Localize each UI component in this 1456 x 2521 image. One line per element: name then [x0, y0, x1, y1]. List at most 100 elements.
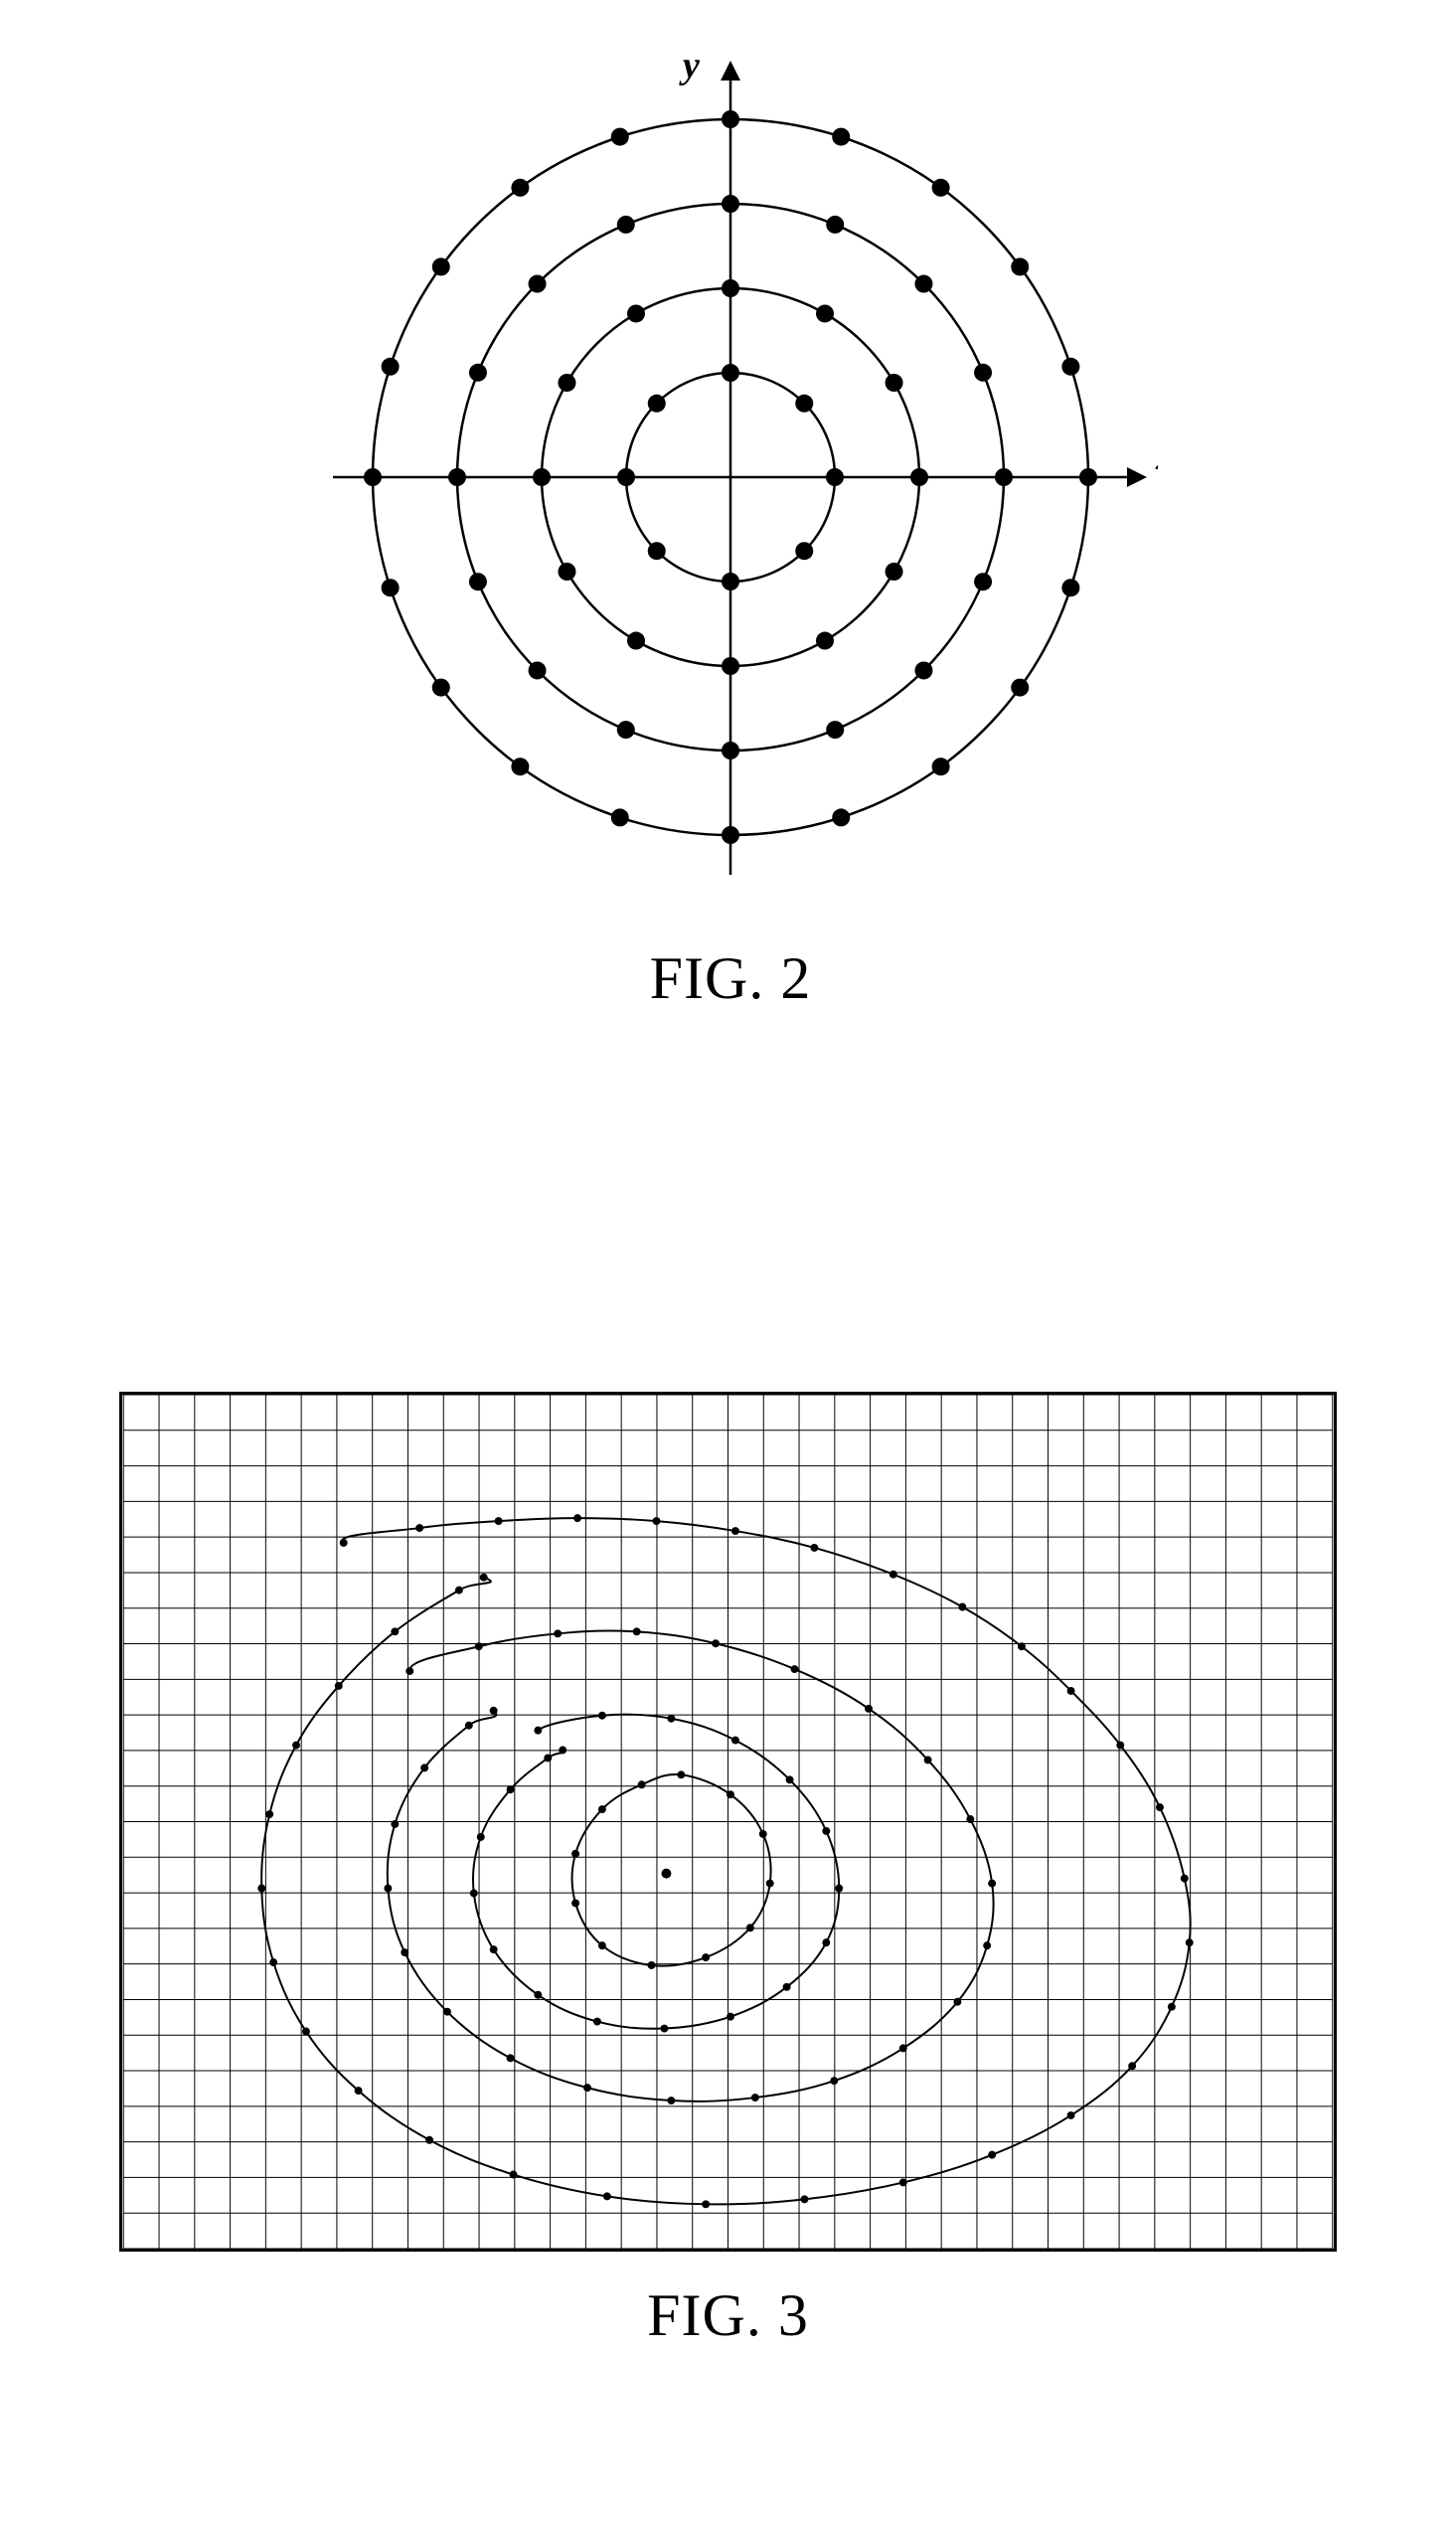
- contour-0-dot: [1186, 1938, 1194, 1946]
- ring-0-dot: [648, 395, 666, 413]
- contour-0-dot: [958, 1603, 966, 1611]
- ring-2-dot: [529, 275, 547, 293]
- contour-0-dot: [302, 2028, 310, 2036]
- contour-0-dot: [335, 1682, 343, 1690]
- contour-3: [571, 1774, 770, 1966]
- contour-3-dot: [759, 1830, 767, 1838]
- contour-3-dot: [766, 1880, 774, 1888]
- ring-2-dot: [617, 721, 635, 739]
- contour-0-dot: [1128, 2062, 1136, 2070]
- contour-0-dot: [1181, 1875, 1189, 1883]
- ring-0-dot: [617, 468, 635, 486]
- ring-3-dot: [832, 128, 850, 146]
- contour-2-dot: [786, 1775, 794, 1783]
- contour-3-dot: [727, 1790, 734, 1798]
- contour-1-dot: [988, 1880, 996, 1888]
- y-axis-label: y: [679, 50, 700, 86]
- contour-0-dot: [391, 1627, 399, 1635]
- ring-3-dot: [382, 358, 400, 376]
- contour-1-dot: [465, 1722, 473, 1730]
- contour-0-dot: [988, 2151, 996, 2159]
- contour-0-dot: [573, 1514, 581, 1522]
- contour-0-dot: [495, 1517, 503, 1525]
- ring-2-dot: [448, 468, 466, 486]
- ring-1-dot: [533, 468, 551, 486]
- contour-1-dot: [712, 1639, 720, 1647]
- contour-3-dot: [598, 1941, 606, 1949]
- figure-3-caption: FIG. 3: [119, 2281, 1337, 2350]
- contour-0-dot: [1116, 1742, 1124, 1750]
- contour-0-dot: [702, 2200, 710, 2208]
- ring-0-dot: [722, 364, 739, 382]
- contour-2-dot: [593, 2018, 601, 2026]
- ring-3-dot: [432, 257, 450, 275]
- contour-0-dot: [1067, 1687, 1075, 1695]
- figure-2-diagram: xy: [303, 50, 1158, 915]
- contour-1-dot: [507, 2054, 515, 2062]
- ring-1-dot: [886, 563, 903, 581]
- contour-1-dot: [791, 1665, 799, 1673]
- contour-1-dot: [830, 2077, 838, 2085]
- contour-1-dot: [751, 2094, 759, 2101]
- ring-3-dot: [511, 757, 529, 775]
- contour-1-dot: [983, 1941, 991, 1949]
- contour-0-dot: [425, 2136, 433, 2144]
- contour-3-dot: [648, 1961, 656, 1969]
- contour-3-dot: [598, 1805, 606, 1813]
- contour-2-dot: [835, 1885, 843, 1893]
- ring-3-dot: [932, 179, 950, 197]
- contour-2-dot: [534, 1727, 542, 1735]
- ring-3-dot: [832, 808, 850, 826]
- contour-0-dot: [1067, 2111, 1075, 2119]
- contour-2-dot: [783, 1983, 791, 1991]
- contour-0-dot: [455, 1587, 463, 1595]
- contour-2-dot: [660, 2025, 668, 2033]
- ring-2-dot: [914, 275, 932, 293]
- ring-2-dot: [974, 364, 992, 382]
- contour-1-dot: [899, 2044, 907, 2052]
- contour-2-dot: [727, 2013, 734, 2021]
- contour-2-dot: [598, 1712, 606, 1720]
- ring-2-dot: [617, 216, 635, 234]
- ring-1-dot: [558, 374, 575, 392]
- contour-0-dot: [510, 2171, 518, 2179]
- contour-1-dot: [865, 1705, 873, 1713]
- ring-0-dot: [795, 542, 813, 560]
- ring-1-dot: [722, 279, 739, 297]
- ring-2-dot: [974, 573, 992, 590]
- contour-2-dot: [507, 1785, 515, 1793]
- ring-0-dot: [722, 573, 739, 590]
- ring-1-dot: [910, 468, 928, 486]
- contour-2: [473, 1715, 839, 2029]
- contour-0-dot: [800, 2195, 808, 2203]
- contour-1-dot: [966, 1815, 974, 1823]
- ring-3-dot: [1011, 679, 1029, 697]
- contour-3-dot: [638, 1780, 646, 1788]
- contour-0-dot: [480, 1574, 488, 1582]
- contour-1-dot: [475, 1642, 483, 1650]
- contour-1-dot: [405, 1667, 413, 1675]
- contour-0-dot: [415, 1524, 423, 1532]
- contour-1-dot: [953, 1998, 961, 2006]
- page: xy FIG. 2 FIG. 3: [0, 0, 1456, 2521]
- x-axis-label: x: [1155, 436, 1158, 478]
- contour-2-dot: [731, 1737, 739, 1745]
- ring-1-dot: [816, 632, 834, 650]
- ring-1-dot: [886, 374, 903, 392]
- contour-2-dot: [667, 1715, 675, 1723]
- contour-0-dot: [899, 2178, 907, 2186]
- ring-2-dot: [529, 661, 547, 679]
- grid: [123, 1395, 1333, 2249]
- contour-1: [388, 1630, 994, 2101]
- contour-1-dot: [554, 1629, 562, 1637]
- ring-1-dot: [627, 632, 645, 650]
- contour-0-dot: [890, 1571, 897, 1579]
- contour-1-dot: [924, 1756, 932, 1764]
- contour-2-dot: [559, 1747, 566, 1755]
- contour-2-dot: [822, 1827, 830, 1835]
- ring-3-dot: [1061, 579, 1079, 596]
- center-dot: [661, 1869, 671, 1879]
- contour-1-dot: [443, 2008, 451, 2016]
- contour-1-dot: [667, 2097, 675, 2104]
- contour-1-dot: [633, 1627, 641, 1635]
